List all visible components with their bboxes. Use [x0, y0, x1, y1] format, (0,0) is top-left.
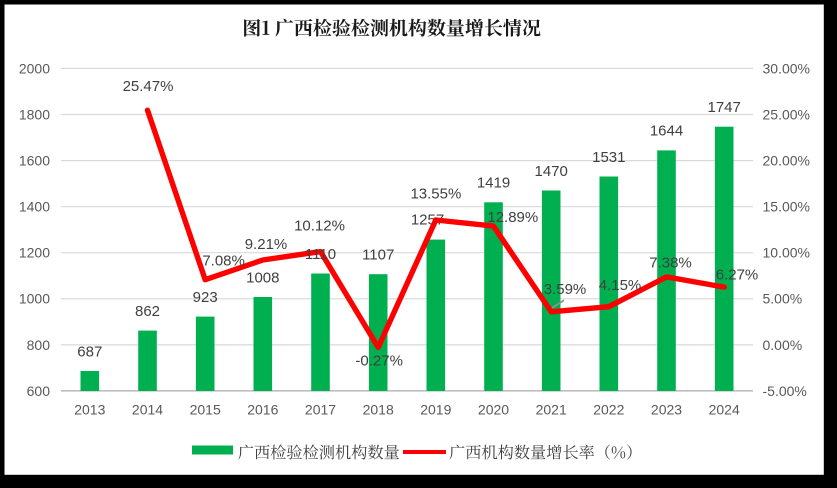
svg-text:1000: 1000: [19, 291, 50, 307]
svg-text:1800: 1800: [19, 106, 50, 122]
svg-text:1200: 1200: [19, 245, 50, 261]
svg-text:2024: 2024: [709, 402, 740, 418]
svg-text:1419: 1419: [477, 175, 510, 192]
svg-text:2017: 2017: [305, 402, 336, 418]
svg-text:2000: 2000: [19, 60, 50, 76]
svg-text:2016: 2016: [247, 402, 278, 418]
svg-text:6.27%: 6.27%: [716, 267, 759, 284]
svg-text:7.08%: 7.08%: [202, 252, 245, 269]
svg-text:2015: 2015: [190, 402, 221, 418]
svg-text:15.00%: 15.00%: [763, 199, 810, 215]
svg-text:10.00%: 10.00%: [763, 245, 810, 261]
svg-text:7.38%: 7.38%: [649, 254, 692, 271]
svg-text:2013: 2013: [74, 402, 105, 418]
svg-text:862: 862: [135, 303, 160, 320]
svg-text:-5.00%: -5.00%: [763, 383, 807, 399]
svg-text:1747: 1747: [708, 99, 741, 116]
svg-text:25.47%: 25.47%: [123, 78, 174, 95]
svg-text:1644: 1644: [650, 123, 683, 140]
svg-text:9.21%: 9.21%: [245, 236, 288, 253]
svg-text:30.00%: 30.00%: [763, 60, 810, 76]
svg-text:923: 923: [193, 289, 218, 306]
svg-text:1600: 1600: [19, 153, 50, 169]
svg-text:2023: 2023: [651, 402, 682, 418]
svg-text:1400: 1400: [19, 199, 50, 215]
svg-text:-0.27%: -0.27%: [355, 352, 403, 369]
svg-text:3.59%: 3.59%: [544, 281, 587, 298]
svg-text:2019: 2019: [420, 402, 451, 418]
svg-text:13.55%: 13.55%: [410, 185, 461, 202]
svg-text:687: 687: [77, 343, 102, 360]
svg-text:0.00%: 0.00%: [763, 337, 803, 353]
svg-text:2020: 2020: [478, 402, 509, 418]
svg-text:600: 600: [27, 383, 51, 399]
svg-text:2022: 2022: [593, 402, 624, 418]
svg-text:800: 800: [27, 337, 51, 353]
svg-text:10.12%: 10.12%: [294, 217, 345, 234]
svg-text:12.89%: 12.89%: [487, 209, 538, 226]
svg-text:1531: 1531: [592, 149, 625, 166]
svg-text:2018: 2018: [363, 402, 394, 418]
svg-text:4.15%: 4.15%: [599, 277, 642, 294]
svg-text:25.00%: 25.00%: [763, 106, 810, 122]
svg-text:5.00%: 5.00%: [763, 291, 803, 307]
svg-text:1110: 1110: [305, 246, 336, 263]
svg-text:20.00%: 20.00%: [763, 153, 810, 169]
svg-text:2021: 2021: [536, 402, 567, 418]
svg-text:1470: 1470: [535, 163, 568, 180]
svg-text:1008: 1008: [246, 269, 279, 286]
svg-text:1107: 1107: [362, 247, 394, 264]
svg-text:2014: 2014: [132, 402, 163, 418]
